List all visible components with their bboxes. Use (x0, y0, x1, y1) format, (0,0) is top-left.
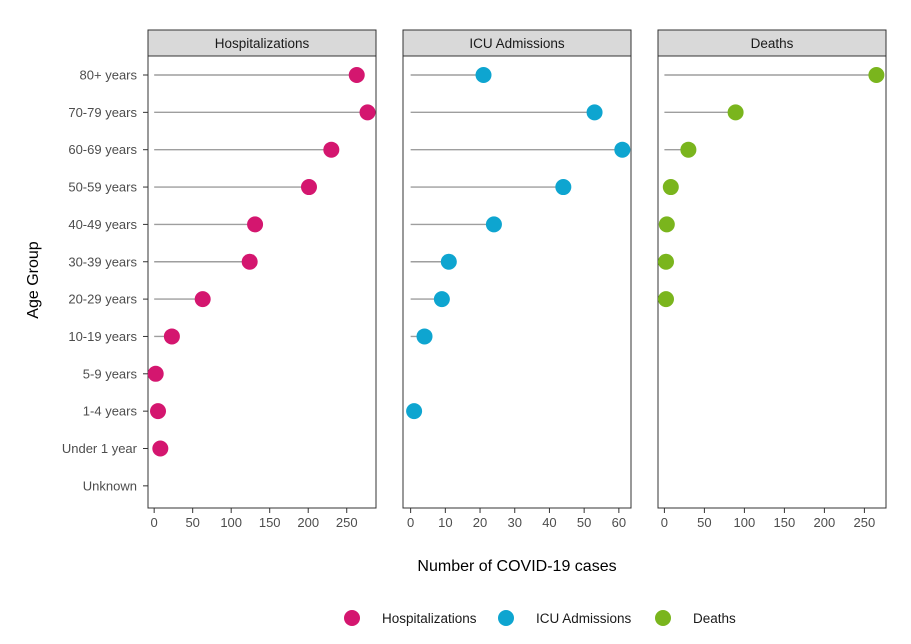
x-tick-label: 100 (220, 515, 242, 530)
point-hospitalizations-60-69-years (323, 141, 340, 158)
point-icu-admissions-50-59-years (555, 179, 572, 196)
point-hospitalizations-under-1-year (152, 440, 169, 457)
y-tick-label-under-1-year: Under 1 year (62, 441, 138, 456)
point-icu-admissions-80-years (475, 67, 492, 83)
point-hospitalizations-70-79-years (359, 104, 376, 121)
x-tick-label: 150 (259, 515, 281, 530)
point-hospitalizations-80-years (348, 67, 365, 83)
x-tick-label: 10 (438, 515, 452, 530)
x-tick-label: 0 (407, 515, 414, 530)
strip-icu-admissions (402, 29, 632, 57)
point-deaths-50-59-years (662, 179, 679, 196)
point-deaths-70-79-years (727, 104, 744, 121)
point-hospitalizations-50-59-years (300, 179, 317, 196)
x-tick-label: 100 (734, 515, 756, 530)
point-deaths-30-39-years (658, 253, 674, 270)
strip-label-icu-admissions: ICU Admissions (469, 36, 565, 51)
x-tick-label: 250 (336, 515, 358, 530)
point-icu-admissions-60-69-years (614, 141, 631, 158)
x-tick-label: 20 (473, 515, 487, 530)
x-tick-label: 200 (297, 515, 319, 530)
x-tick-label: 60 (612, 515, 626, 530)
y-tick-label-40-49-years: 40-49 years (68, 217, 137, 232)
x-tick-label: 150 (774, 515, 796, 530)
x-axis-title: Number of COVID-19 cases (417, 558, 616, 575)
legend-key-hospitalizations (344, 610, 360, 626)
legend-label-icu-admissions: ICU Admissions (536, 611, 632, 626)
panel-deaths: Deaths 0 50 100 150 200 250 (657, 29, 887, 530)
point-hospitalizations-30-39-years (241, 253, 258, 270)
y-tick-label-70-79-years: 70-79 years (68, 105, 137, 120)
y-tick-label-30-39-years: 30-39 years (68, 254, 137, 269)
point-icu-admissions-10-19-years (416, 328, 433, 345)
point-deaths-60-69-years (680, 141, 697, 158)
point-icu-admissions-70-79-years (586, 104, 603, 121)
point-hospitalizations-20-29-years (194, 291, 211, 308)
legend-key-icu-admissions (498, 610, 514, 626)
y-tick-label-20-29-years: 20-29 years (68, 292, 137, 307)
x-tick-label: 200 (814, 515, 836, 530)
strip-hospitalizations (147, 29, 377, 57)
legend-key-deaths (655, 610, 671, 626)
point-icu-admissions-1-4-years (406, 403, 423, 420)
x-tick-label: 250 (854, 515, 876, 530)
y-tick-label-80-years: 80+ years (80, 68, 138, 83)
x-tick-label: 40 (542, 515, 556, 530)
x-tick-label: 50 (577, 515, 591, 530)
strip-label-deaths: Deaths (751, 36, 794, 51)
legend-label-deaths: Deaths (693, 611, 736, 626)
point-icu-admissions-30-39-years (440, 253, 457, 270)
point-hospitalizations-40-49-years (247, 216, 264, 233)
legend-label-hospitalizations: Hospitalizations (382, 611, 477, 626)
point-hospitalizations-10-19-years (163, 328, 180, 345)
x-tick-label: 50 (697, 515, 711, 530)
x-tick-label: 0 (151, 515, 158, 530)
panel-border (402, 55, 632, 509)
strip-label-hospitalizations: Hospitalizations (215, 36, 310, 51)
y-tick-label-unknown: Unknown (83, 478, 137, 493)
y-tick-label-60-69-years: 60-69 years (68, 142, 137, 157)
panel-hospitalizations: Hospitalizations 0 50 100 150 200 250 (147, 29, 377, 530)
x-tick-label: 0 (661, 515, 668, 530)
point-hospitalizations-5-9-years (147, 365, 164, 382)
x-tick-label: 50 (185, 515, 199, 530)
y-tick-label-50-59-years: 50-59 years (68, 180, 137, 195)
y-tick-label-5-9-years: 5-9 years (83, 366, 138, 381)
point-deaths-80-years (868, 67, 885, 83)
panel-border (657, 55, 887, 509)
y-axis-labels: 80+ years 70-79 years 60-69 years 50-59 yea… (62, 68, 148, 493)
point-deaths-40-49-years (658, 216, 675, 233)
point-icu-admissions-20-29-years (433, 291, 450, 308)
legend: Hospitalizations ICU Admissions Deaths (344, 610, 736, 626)
x-tick-label: 30 (508, 515, 522, 530)
point-hospitalizations-1-4-years (150, 403, 167, 420)
point-deaths-20-29-years (658, 291, 674, 308)
point-icu-admissions-40-49-years (485, 216, 502, 233)
panel-border (147, 55, 377, 509)
y-tick-label-10-19-years: 10-19 years (68, 329, 137, 344)
y-tick-label-1-4-years: 1-4 years (83, 404, 138, 419)
panel-icu-admissions: ICU Admissions 0 10 20 30 40 50 60 (402, 29, 632, 530)
y-axis-title: Age Group (25, 241, 42, 318)
